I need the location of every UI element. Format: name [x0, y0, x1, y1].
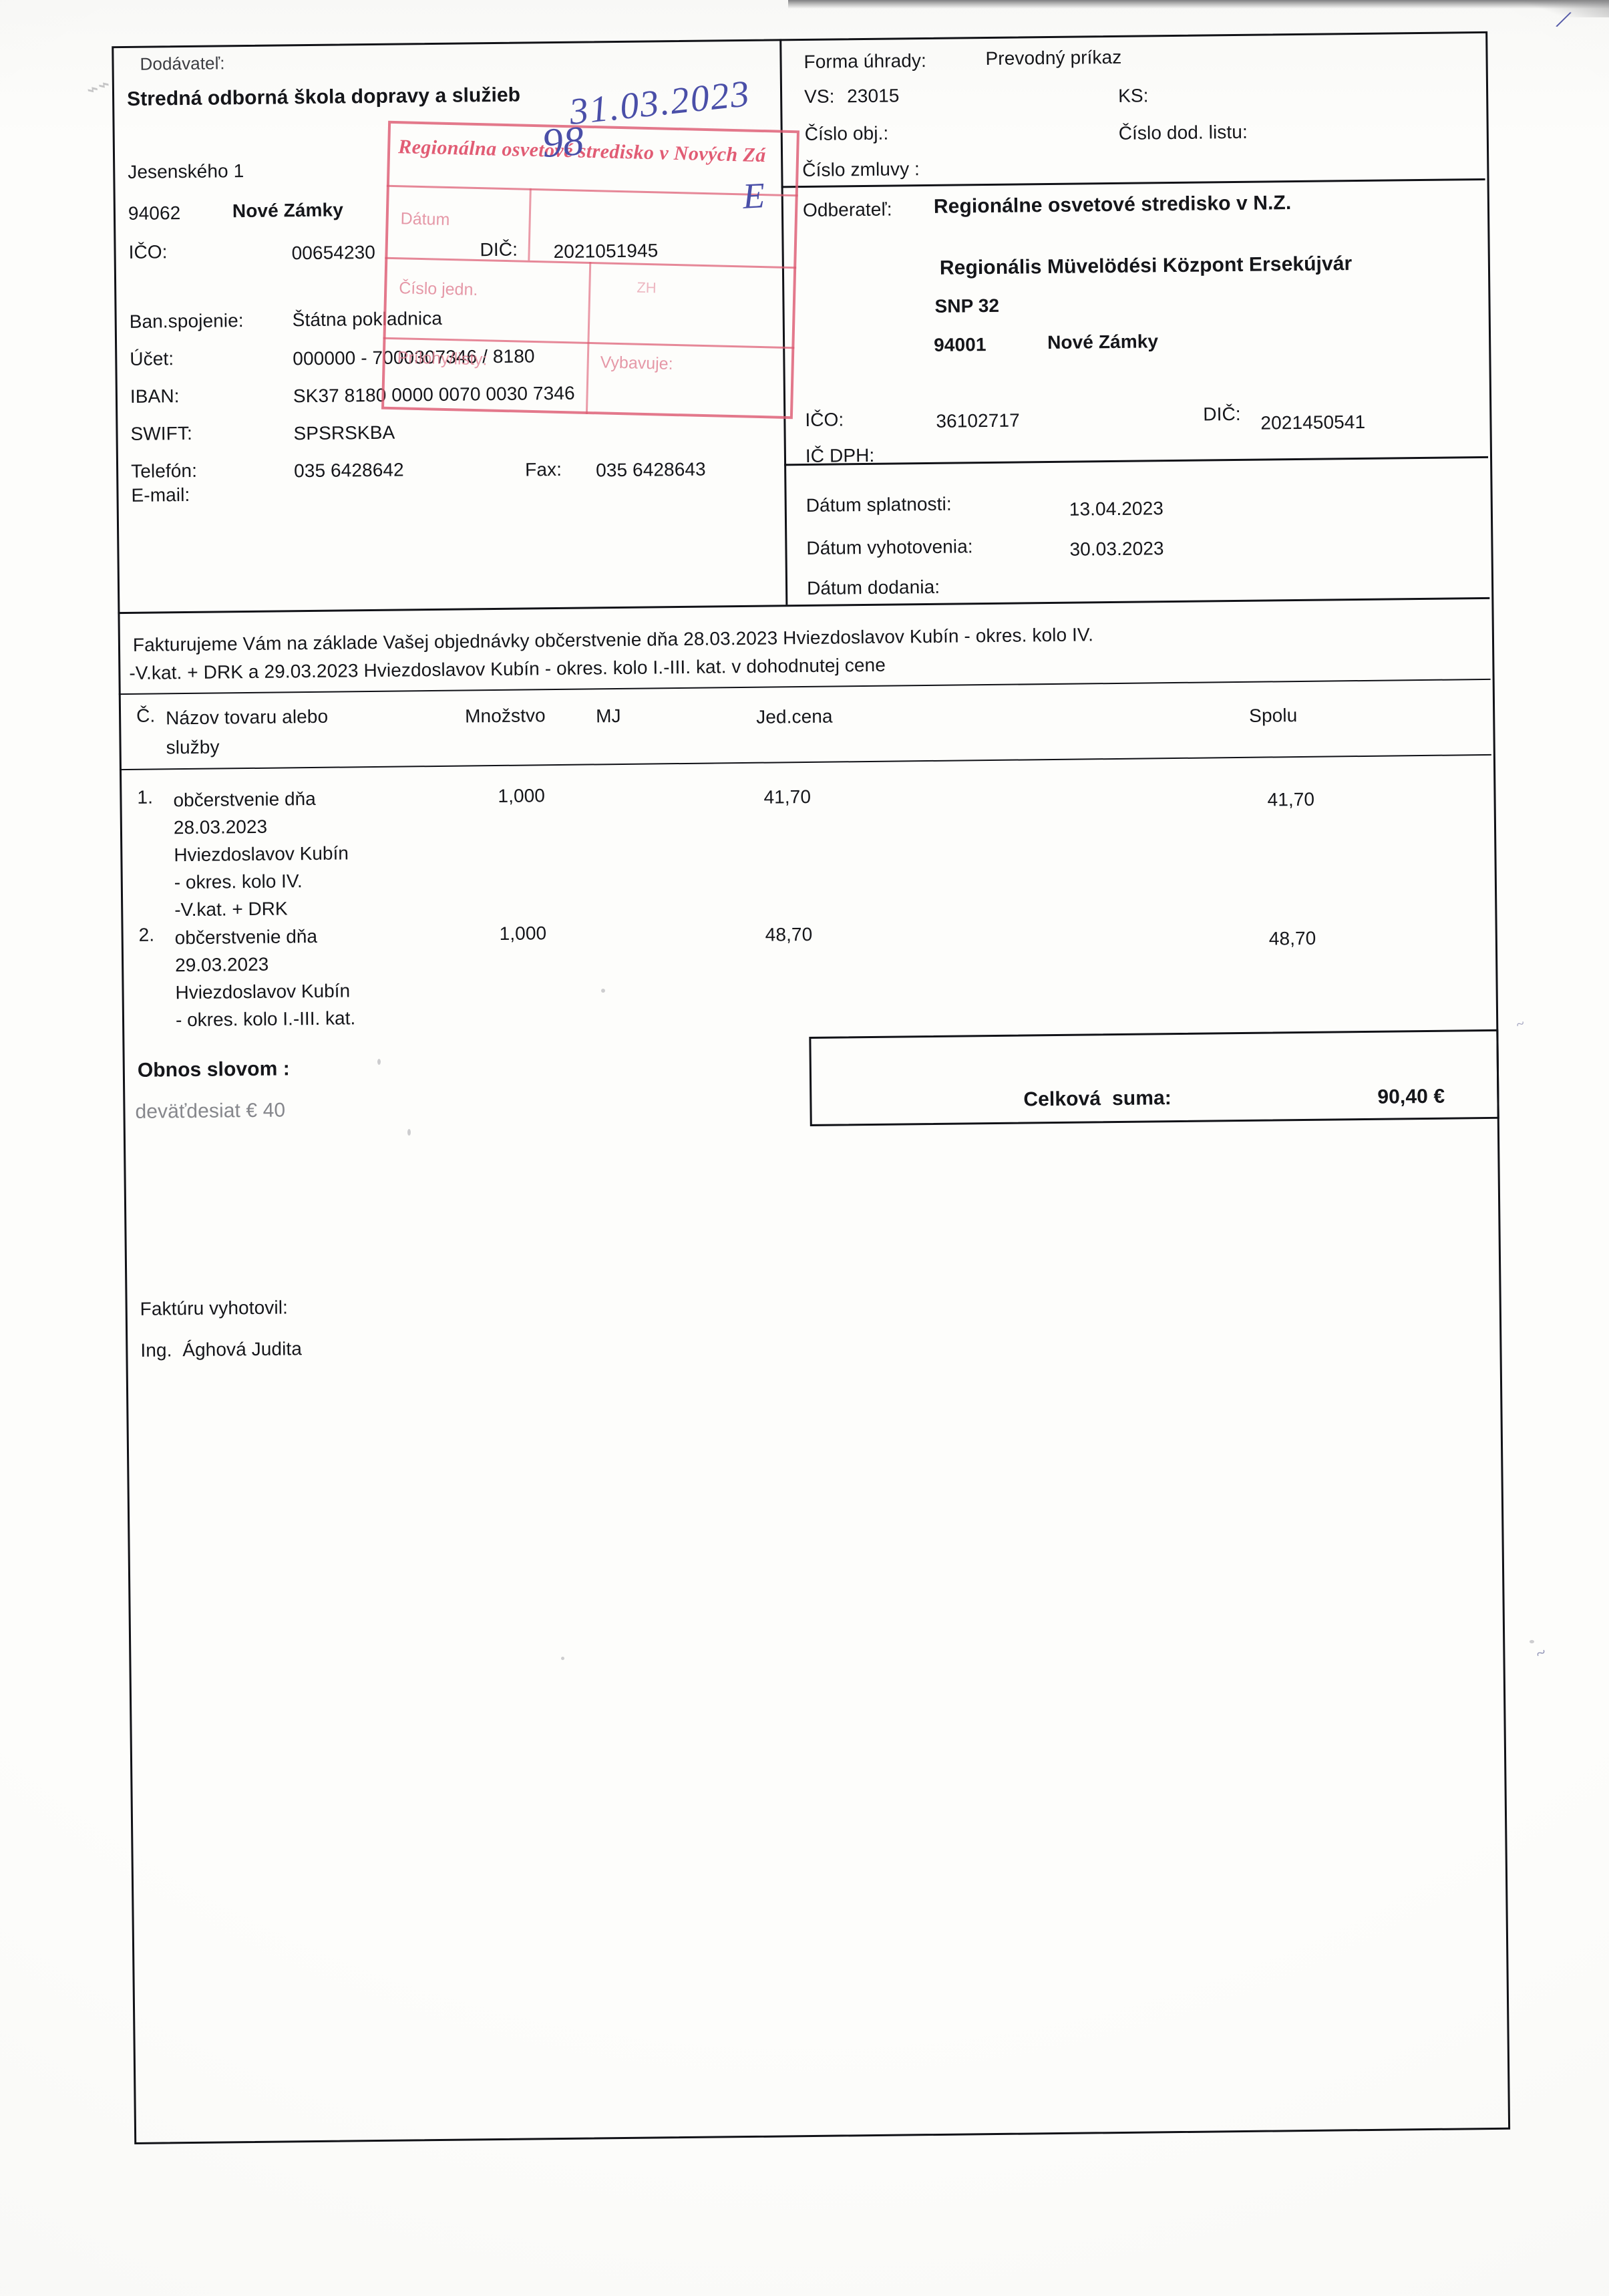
- table-col-name-line2: služby: [166, 736, 220, 758]
- amount-in-words-value: deväťdesiat € 40: [135, 1099, 286, 1123]
- customer-street: SNP 32: [934, 295, 1000, 317]
- total-value: 90,40 €: [1377, 1085, 1445, 1108]
- customer-ico-value: 36102717: [936, 409, 1020, 432]
- payment-vs-label: VS:: [803, 86, 835, 107]
- date-issue-value: 30.03.2023: [1069, 538, 1164, 560]
- supplier-dic-label: DIČ:: [480, 238, 518, 261]
- total-box: [809, 1029, 1499, 1126]
- row-1-no: 1.: [137, 786, 154, 808]
- supplier-iban-value: SK37 8180 0000 0070 0030 7346: [293, 382, 575, 407]
- customer-name: Regionálne osvetové stredisko v N.Z.: [933, 192, 1292, 218]
- dust-speck: [601, 989, 605, 993]
- dust-speck: [407, 1129, 411, 1136]
- date-due-label: Dátum splatnosti:: [806, 493, 952, 516]
- date-delivery-label: Dátum dodania:: [806, 576, 940, 599]
- payment-vs-value: 23015: [846, 85, 900, 107]
- issued-by-label: Faktúru vyhotovil:: [140, 1297, 289, 1319]
- payment-delivery-note-label: Číslo dod. listu:: [1118, 121, 1248, 144]
- supplier-email-label: E-mail:: [131, 484, 190, 506]
- supplier-name: Stredná odborná škola dopravy a služieb: [126, 84, 521, 110]
- supplier-fax-value: 035 6428643: [595, 458, 706, 481]
- row-1-total: 41,70: [1267, 788, 1315, 810]
- customer-zip: 94001: [933, 334, 987, 355]
- supplier-ico-value: 00654230: [291, 241, 376, 264]
- total-label: Celková suma:: [1023, 1087, 1172, 1111]
- row-2-qty: 1,000: [499, 923, 547, 944]
- row-1-unit-price: 41,70: [763, 786, 812, 808]
- customer-name-hu: Regionális Müvelödési Központ Ersekújvár: [939, 253, 1353, 279]
- supplier-account-label: Účet:: [130, 348, 174, 369]
- row-2-unit-price: 48,70: [765, 923, 813, 945]
- row-1-description: občerstvenie dňa 28.03.2023 Hviezdoslavo…: [173, 788, 349, 920]
- row-2-description: občerstvenie dňa 29.03.2023 Hviezdoslavo…: [174, 925, 356, 1030]
- date-issue-label: Dátum vyhotovenia:: [806, 536, 973, 558]
- supplier-bank-label: Ban.spojenie:: [129, 310, 244, 332]
- customer-city: Nové Zámky: [1047, 331, 1159, 353]
- supplier-street: Jesenského 1: [128, 160, 244, 182]
- supplier-dic-value: 2021051945: [553, 240, 659, 263]
- customer-dic-label: DIČ:: [1203, 403, 1241, 425]
- supplier-zip: 94062: [128, 202, 181, 224]
- payment-contract-no-label: Číslo zmluvy :: [802, 158, 920, 181]
- supplier-swift-value: SPSRSKBA: [293, 422, 395, 444]
- supplier-ico-label: IČO:: [128, 241, 168, 263]
- payment-order-no-label: Číslo obj.:: [804, 122, 889, 144]
- supplier-phone-value: 035 6428642: [293, 459, 404, 482]
- payment-form-label: Forma úhrady:: [803, 49, 927, 72]
- row-2-total: 48,70: [1268, 927, 1316, 949]
- table-col-total: Spolu: [1249, 705, 1298, 726]
- table-col-unit: MJ: [595, 705, 621, 727]
- payment-form-value: Prevodný príkaz: [985, 46, 1122, 69]
- supplier-phone-label: Telefón:: [130, 460, 198, 482]
- table-col-no: Č.: [136, 705, 156, 726]
- supplier-city: Nové Zámky: [232, 199, 344, 222]
- table-col-name-line1: Názov tovaru alebo: [165, 705, 329, 729]
- row-2-no: 2.: [138, 924, 155, 945]
- row-1-qty: 1,000: [498, 785, 546, 806]
- scanner-edge-corner: [1523, 0, 1609, 17]
- payment-ks-label: KS:: [1117, 85, 1149, 106]
- supplier-bank-value: Štátna pokladnica: [292, 307, 443, 331]
- table-col-qty: Množstvo: [464, 705, 546, 727]
- issued-by-name: Ing. Ághová Judita: [140, 1338, 303, 1361]
- scanner-edge-top: [788, 0, 1609, 9]
- customer-icdph-label: IČ DPH:: [805, 444, 875, 466]
- table-col-unit-price: Jed.cena: [756, 705, 833, 727]
- supplier-iban-label: IBAN:: [130, 385, 180, 407]
- supplier-swift-label: SWIFT:: [130, 422, 193, 444]
- customer-dic-value: 2021450541: [1260, 411, 1366, 434]
- dust-speck: [561, 1657, 564, 1660]
- supplier-heading: Dodávateľ:: [140, 53, 225, 74]
- dust-speck: [1530, 1640, 1534, 1643]
- supplier-account-value: 000000 - 7000307346 / 8180: [293, 345, 535, 369]
- supplier-fax-label: Fax:: [524, 458, 562, 480]
- amount-in-words-label: Obnos slovom :: [137, 1057, 291, 1082]
- date-due-value: 13.04.2023: [1069, 498, 1164, 520]
- dust-speck: [377, 1059, 381, 1065]
- customer-ico-label: IČO:: [805, 409, 844, 430]
- customer-heading: Odberateľ:: [802, 198, 892, 221]
